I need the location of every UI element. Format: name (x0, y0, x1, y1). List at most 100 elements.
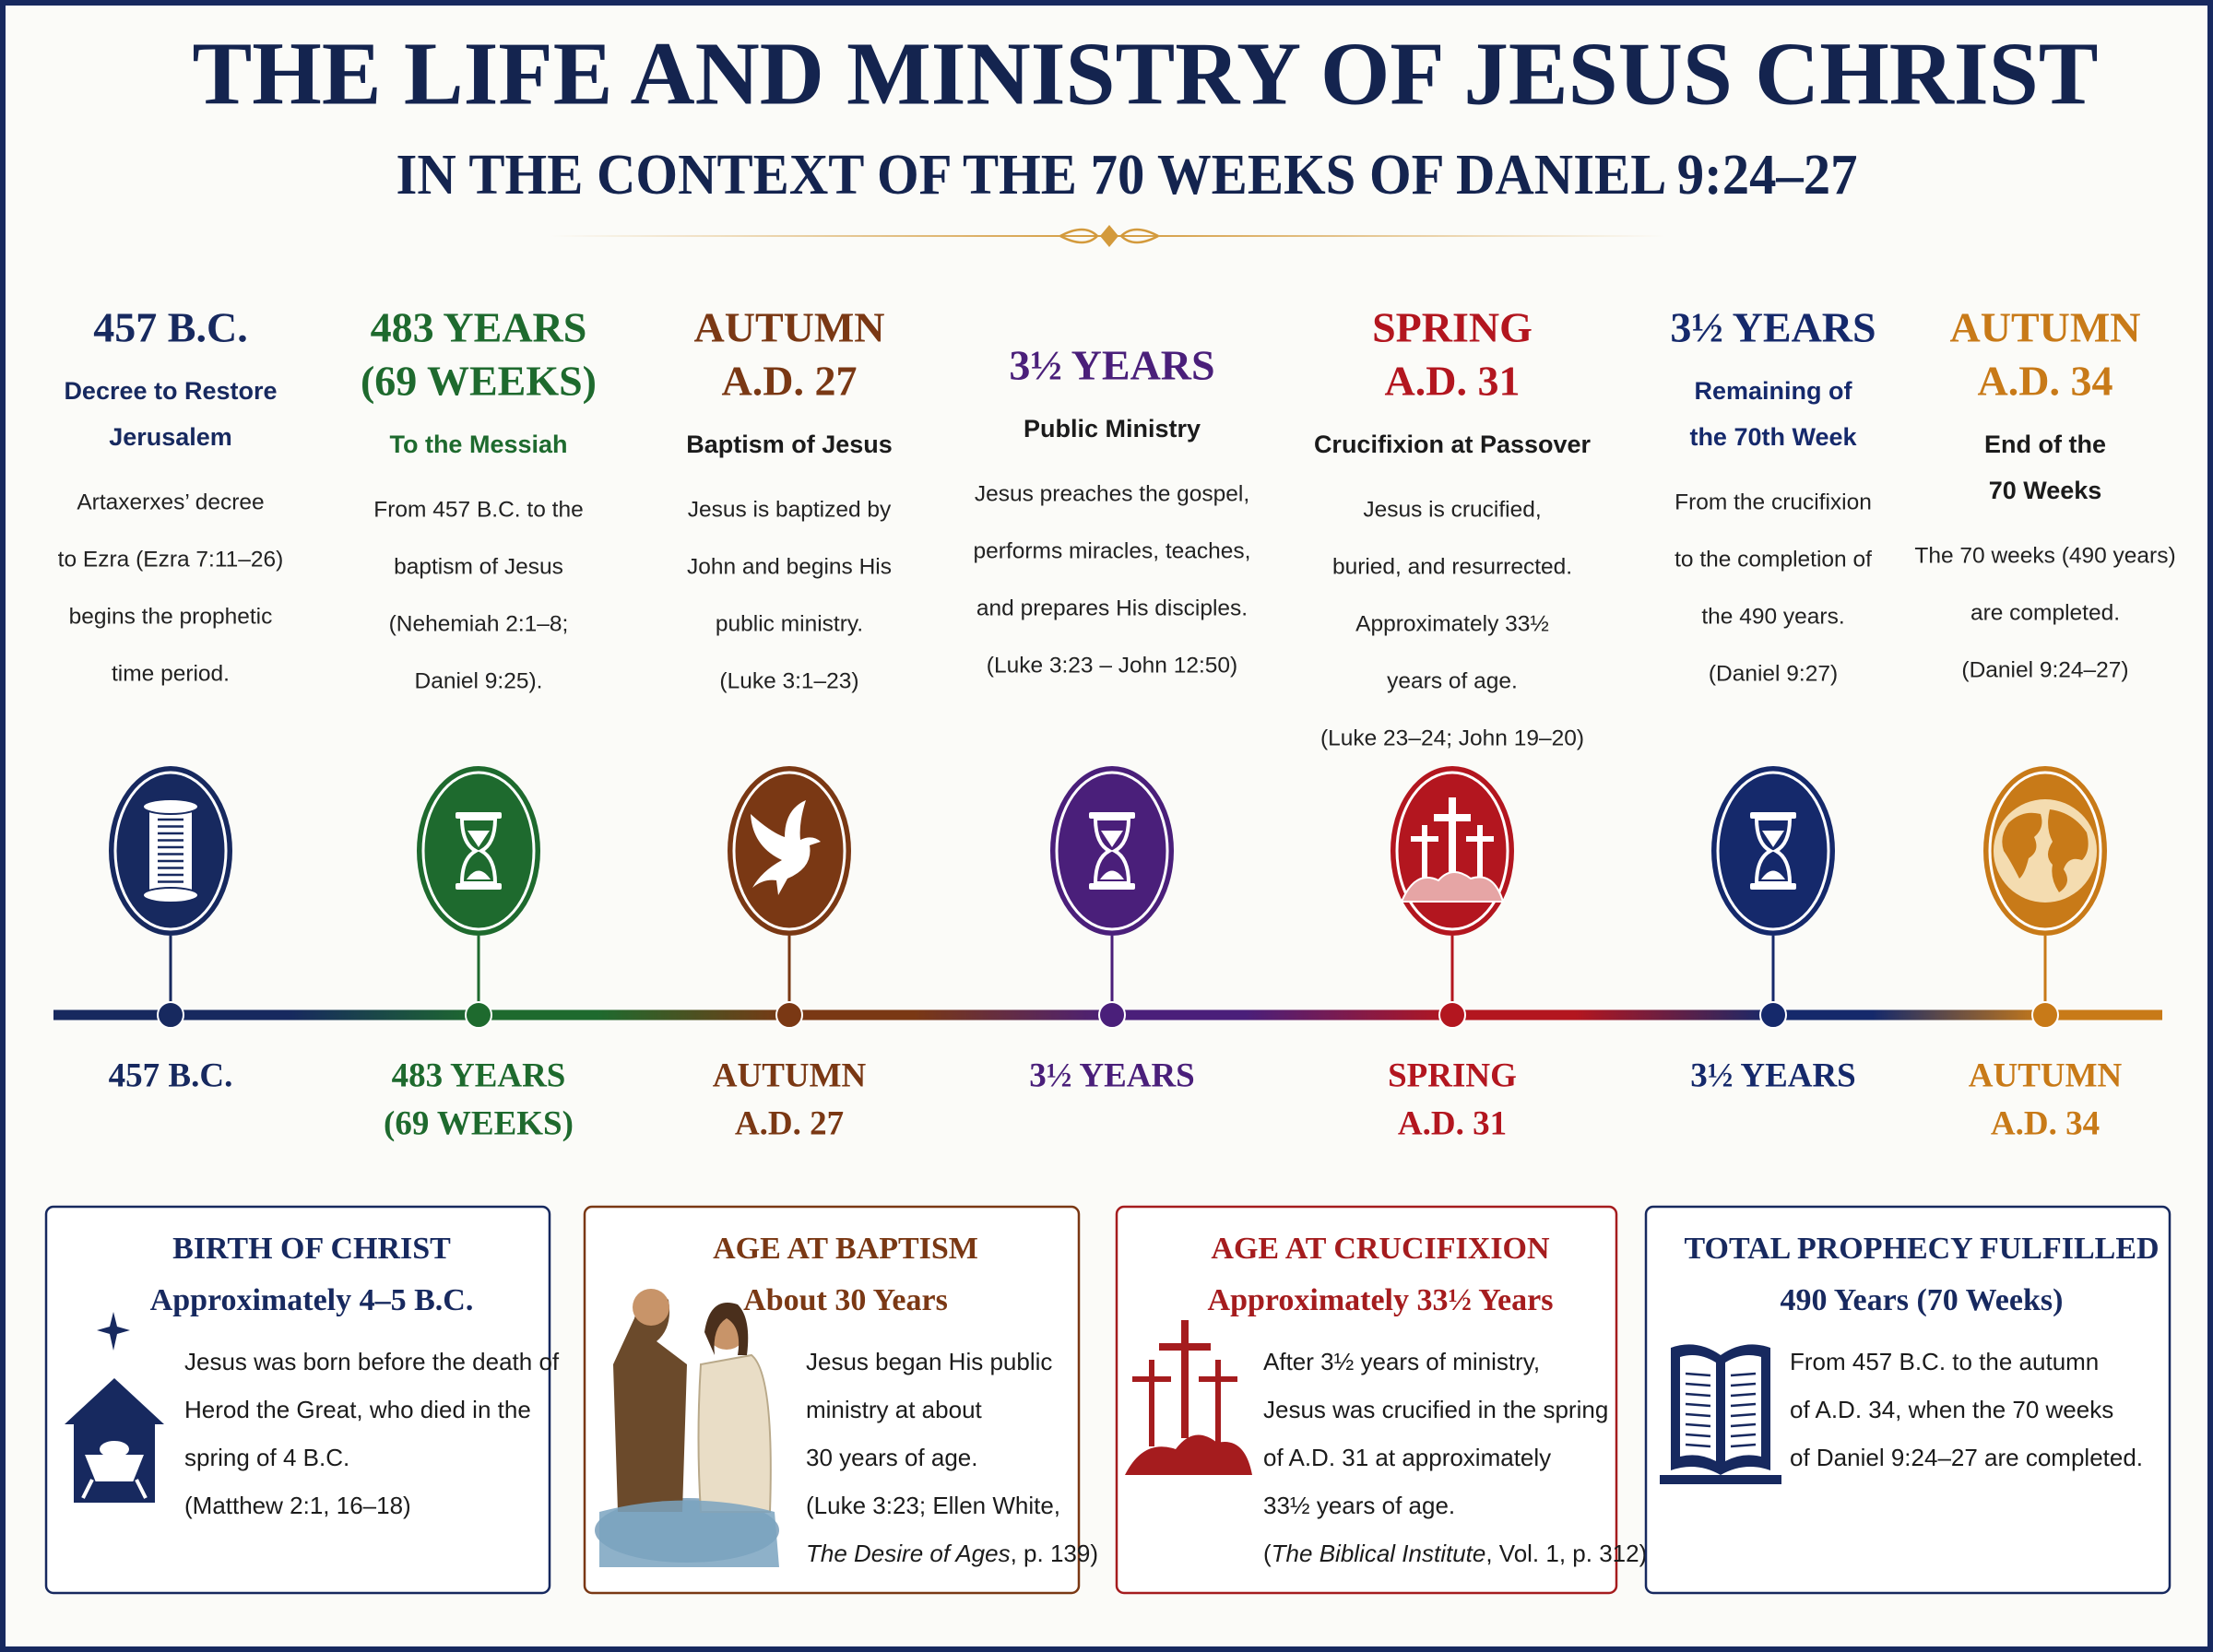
icon-part (751, 800, 821, 895)
icon-ring (1716, 771, 1830, 931)
box-subtitle: Approximately 33½ Years (1208, 1283, 1554, 1317)
timeline-dot (1438, 1001, 1466, 1029)
event-description: (Daniel 9:24–27) (1961, 657, 2128, 682)
book-line (1685, 1443, 1711, 1448)
book-line (1730, 1372, 1757, 1377)
baby (100, 1441, 129, 1457)
event-description: (Luke 3:23 – John 12:50) (987, 653, 1237, 678)
book-line (1685, 1433, 1711, 1438)
event-description: and prepares His disciples. (976, 596, 1248, 620)
book-line (1685, 1422, 1711, 1428)
water-front (599, 1500, 779, 1567)
event-heading: 457 B.C. (93, 304, 247, 351)
box-crosses (1132, 1320, 1237, 1446)
icon-hourglass (456, 812, 502, 890)
event-heading: AUTUMN (1950, 304, 2141, 351)
timeline-label: AUTUMN (713, 1056, 867, 1094)
timeline-label: AUTUMN (1969, 1056, 2123, 1094)
icon-scroll (142, 798, 199, 903)
event-heading: (69 WEEKS) (361, 358, 597, 405)
info-box (1115, 1205, 1618, 1595)
box-line-segment: ( (1263, 1540, 1272, 1567)
timeline-label: SPRING (1388, 1056, 1517, 1094)
box-line: After 3½ years of ministry, (1263, 1348, 1540, 1375)
manger-house (65, 1378, 164, 1503)
book-line (1685, 1402, 1711, 1408)
box-hill (1125, 1434, 1252, 1475)
icon-dove (751, 800, 821, 895)
box-line: (Luke 3:23; Ellen White, (806, 1492, 1060, 1519)
event-subheading: 70 Weeks (1989, 477, 2102, 504)
box-title: AGE AT BAPTISM (713, 1232, 978, 1266)
event-subheading: Baptism of Jesus (686, 431, 893, 458)
timeline-dot (157, 1001, 184, 1029)
event-subheading: Remaining of (1694, 377, 1852, 405)
event-description: (Daniel 9:27) (1709, 661, 1838, 686)
box-title: TOTAL PROPHECY FULFILLED (1684, 1232, 2159, 1266)
book-line (1730, 1422, 1757, 1428)
event-description: (Luke 3:1–23) (719, 668, 858, 693)
icon-ring (113, 771, 228, 931)
event-heading: 3½ YEARS (1670, 304, 1876, 351)
icon-globe (1994, 799, 2097, 903)
event-subheading: the 70th Week (1689, 423, 1857, 451)
figure-jesus-hair (704, 1303, 749, 1355)
event-heading: AUTUMN (694, 304, 885, 351)
icon-part (1093, 817, 1131, 885)
icon-part (142, 887, 199, 903)
event-subheading: Decree to Restore (64, 377, 277, 405)
subtitle: IN THE CONTEXT OF THE 70 WEEKS OF DANIEL… (396, 144, 1858, 206)
event-description: Jesus is baptized by (688, 497, 892, 522)
book-line (1730, 1392, 1757, 1398)
box-line: of Daniel 9:24–27 are completed. (1790, 1444, 2143, 1471)
box-line: Jesus was born before the death of (184, 1348, 560, 1375)
book-line (1730, 1412, 1757, 1418)
figure-john (613, 1292, 687, 1512)
timeline-label: 483 YEARS (392, 1056, 566, 1094)
ornament (550, 225, 1665, 247)
event-description: to the completion of (1675, 547, 1872, 572)
event-description: performs miracles, teaches, (974, 538, 1251, 563)
timeline-label: A.D. 34 (1991, 1104, 2100, 1142)
icon-part (459, 817, 498, 885)
event-description: John and begins His (687, 554, 892, 579)
event-heading: SPRING (1372, 304, 1533, 351)
title: THE LIFE AND MINISTRY OF JESUS CHRIST (193, 24, 2099, 124)
event-description: Artaxerxes’ decree (77, 490, 264, 514)
icon-hourglass (1089, 812, 1135, 890)
timeline-label: 457 B.C. (109, 1056, 233, 1094)
box-line: of A.D. 34, when the 70 weeks (1790, 1396, 2113, 1423)
event-description: (Nehemiah 2:1–8; (389, 611, 569, 636)
timeline-label: A.D. 31 (1398, 1104, 1507, 1142)
book-line (1730, 1402, 1757, 1408)
book-line (1685, 1382, 1711, 1387)
event-description: Jesus preaches the gospel, (975, 481, 1249, 506)
icon-part (467, 831, 491, 879)
event-heading: A.D. 27 (722, 358, 858, 405)
figure-jesus (697, 1353, 772, 1513)
box-line: (The Biblical Institute, Vol. 1, p. 312) (1263, 1540, 1647, 1567)
event-description: Jesus is crucified, (1363, 497, 1541, 522)
event-description: baptism of Jesus (394, 554, 563, 579)
icon-part (1761, 831, 1785, 879)
event-heading: 3½ YEARS (1009, 342, 1214, 389)
timeline-dot (465, 1001, 492, 1029)
icon-ring (1988, 771, 2102, 931)
box-line: ministry at about (806, 1396, 983, 1423)
book-line (1685, 1372, 1711, 1377)
book-line (1730, 1443, 1757, 1448)
book-line (1685, 1392, 1711, 1398)
event-description: Daniel 9:25). (415, 668, 543, 693)
event-description: public ministry. (716, 611, 863, 636)
icon-ring (421, 771, 536, 931)
info-box (1644, 1205, 2172, 1595)
timeline-dot (1098, 1001, 1126, 1029)
box-line: Jesus began His public (806, 1348, 1052, 1375)
event-description: are completed. (1970, 600, 2120, 625)
box-line: 30 years of age. (806, 1444, 977, 1471)
timeline-label: (69 WEEKS) (384, 1104, 574, 1142)
box-line: 33½ years of age. (1263, 1492, 1455, 1519)
book-line (1685, 1412, 1711, 1418)
event-description: Approximately 33½ (1355, 611, 1549, 636)
box-line: (Matthew 2:1, 16–18) (184, 1492, 411, 1519)
